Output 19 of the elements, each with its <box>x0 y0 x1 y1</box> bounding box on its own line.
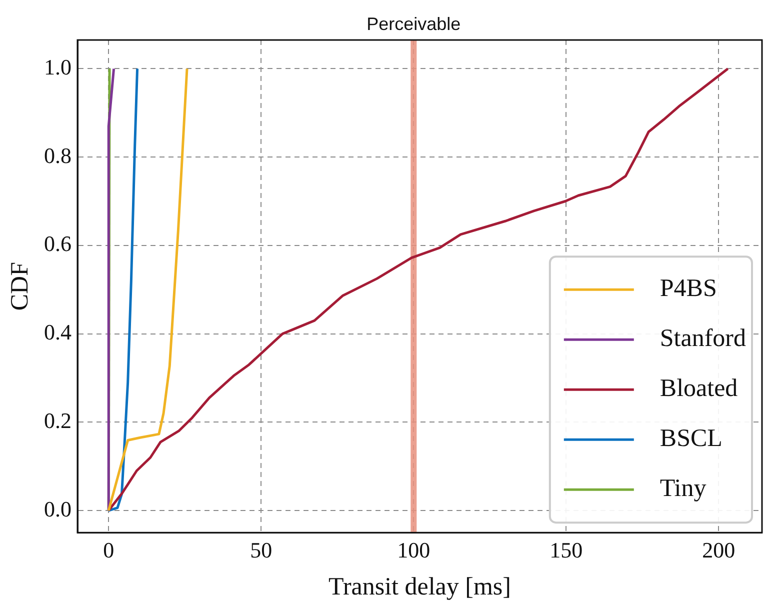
legend-label: BSCL <box>660 425 722 452</box>
legend-label: P4BS <box>660 275 717 302</box>
x-tick-label: 0 <box>103 538 114 563</box>
x-tick-label: 200 <box>702 538 736 563</box>
y-tick-label: 0.6 <box>44 231 72 256</box>
legend-label: Stanford <box>660 325 746 352</box>
x-tick-label: 150 <box>550 538 583 563</box>
ref-line-label: Perceivable <box>366 14 461 34</box>
y-tick-label: 1.0 <box>44 54 72 80</box>
x-tick-label: 50 <box>250 538 272 563</box>
y-tick-label: 0.4 <box>44 320 72 345</box>
y-axis-title: CDF <box>6 262 34 311</box>
x-axis-title: Transit delay [ms] <box>328 574 511 601</box>
y-tick-label: 0.2 <box>44 408 72 433</box>
y-tick-label: 0.8 <box>44 142 72 168</box>
y-tick-label: 0.0 <box>44 496 72 522</box>
legend-label: Bloated <box>660 375 738 402</box>
legend-label: Tiny <box>660 475 707 502</box>
x-tick-label: 100 <box>397 538 430 563</box>
